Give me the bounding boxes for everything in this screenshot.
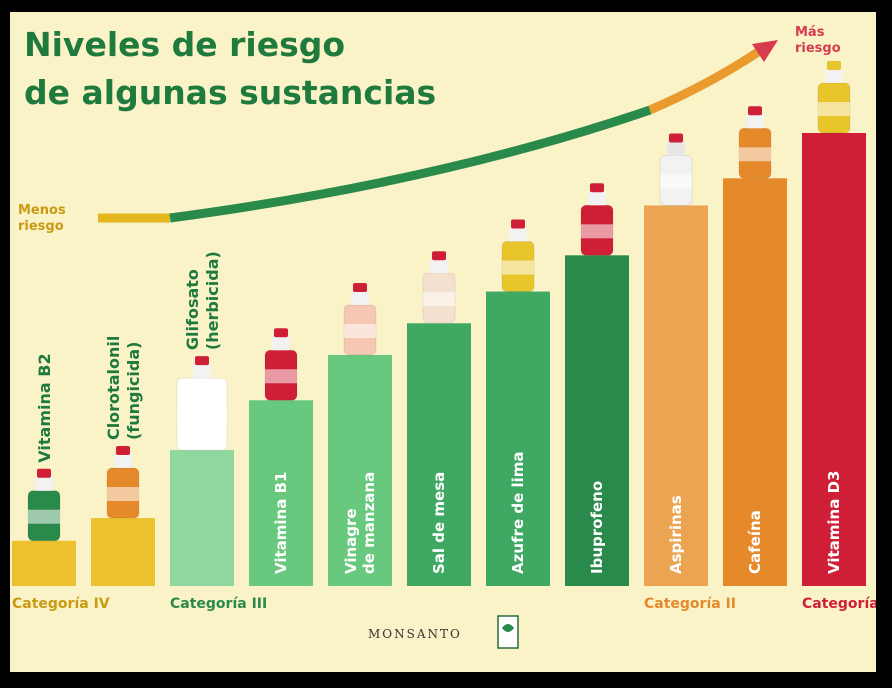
logo-text: MONSANTO [368,627,462,641]
bar-label-glifosato-herbicida: Glifosato (herbicida) [183,251,222,350]
bottle-icon-cafeina [738,106,772,179]
bottle-icon-ibuprofeno [580,183,614,256]
bottle-icon-vitamina-b2 [27,468,61,542]
bar-label-line: (herbicida) [203,251,222,350]
bar-label-line: Glifosato [183,269,202,350]
bar-label-line: Vitamina D3 [825,471,843,574]
bar-label-line: Azufre de lima [509,451,527,574]
bar-vitamina-b1 [249,400,313,586]
chart-title: Niveles de riesgo de algunas sustancias [24,25,436,112]
bar-sal-de-mesa [407,323,471,586]
bars [12,133,866,587]
risk-curve [98,40,778,223]
bar-label-vinagre-de-manzana: Vinagre de manzana [342,472,378,574]
category-labels: Categoría IV Categoría III Categoría II Cat… [12,596,876,612]
low-risk-line-1: Menos [18,203,66,218]
title-line-1: Niveles de riesgo [24,25,345,64]
bar-label-line: Vitamina B2 [35,353,54,462]
bar-label-line: Vinagre [342,508,360,574]
bar-label-line: (fungicida) [124,342,143,441]
high-risk-label: Más riesgo [795,25,841,56]
bottle-icon-vitamina-b1 [264,328,298,401]
category-label-categoria-iv: Categoría IV [12,596,110,612]
bottle-icon-glifosato-herbicida [176,356,228,451]
logo-leaf-icon [502,624,514,632]
bar-azufre-de-lima [486,291,550,586]
bar-label-line: Ibuprofeno [588,481,606,574]
bottle-icon-vinagre-de-manzana [343,282,377,356]
bar-label-vitamina-b2: Vitamina B2 [35,353,54,462]
bar-label-clorotalonil-fungicida: Clorotalonil (fungicida) [104,336,143,440]
bar-labels: Vitamina B2 Clorotalonil (fungicida) Glifos… [35,251,843,574]
bar-label-cafeina: Cafeína [746,510,764,574]
substance-icons [27,61,851,542]
bar-label-line: Aspirinas [667,495,685,574]
bar-label-line: Clorotalonil [104,336,123,440]
low-risk-label: Menos riesgo [18,203,66,234]
bar-label-vitamina-d3: Vitamina D3 [825,471,843,574]
risk-bar-chart: Niveles de riesgo de algunas sustancias … [12,25,876,649]
category-label-categoria-i: Categoría I [802,596,876,612]
bar-label-azufre-de-lima: Azufre de lima [509,451,527,574]
category-label-categoria-ii: Categoría II [644,596,736,612]
bottle-icon-azufre-de-lima [501,219,535,293]
bottle-icon-aspirinas [659,133,693,206]
bar-ibuprofeno [565,255,629,586]
bar-clorotalonil-fungicida [91,518,155,586]
bar-vinagre-de-manzana [328,354,392,586]
monsanto-logo: MONSANTO [368,615,519,649]
bar-label-ibuprofeno: Ibuprofeno [588,481,606,574]
bar-label-line: Cafeína [746,510,764,574]
bar-label-line: Vitamina B1 [272,472,290,574]
risk-arrow-head-icon [752,40,778,62]
high-risk-line-1: Más [795,25,825,40]
bar-glifosato-herbicida [170,450,234,586]
low-risk-line-2: riesgo [18,219,64,234]
bottle-icon-vitamina-d3 [817,61,851,134]
bar-label-aspirinas: Aspirinas [667,495,685,574]
infographic-card: Niveles de riesgo de algunas sustancias … [10,12,876,672]
bar-label-vitamina-b1: Vitamina B1 [272,472,290,574]
bar-cafeina [723,178,787,587]
bar-label-line: de manzana [360,472,378,574]
bar-vitamina-b2 [12,540,76,586]
category-label-categoria-iii: Categoría III [170,596,267,612]
title-line-2: de algunas sustancias [24,73,436,112]
high-risk-line-2: riesgo [795,41,841,56]
bottle-icon-clorotalonil-fungicida [106,446,140,519]
bar-vitamina-d3 [802,133,866,586]
bar-aspirinas [644,205,708,587]
bar-label-sal-de-mesa: Sal de mesa [430,472,448,574]
bar-label-line: Sal de mesa [430,472,448,574]
bottle-icon-sal-de-mesa [422,251,456,324]
